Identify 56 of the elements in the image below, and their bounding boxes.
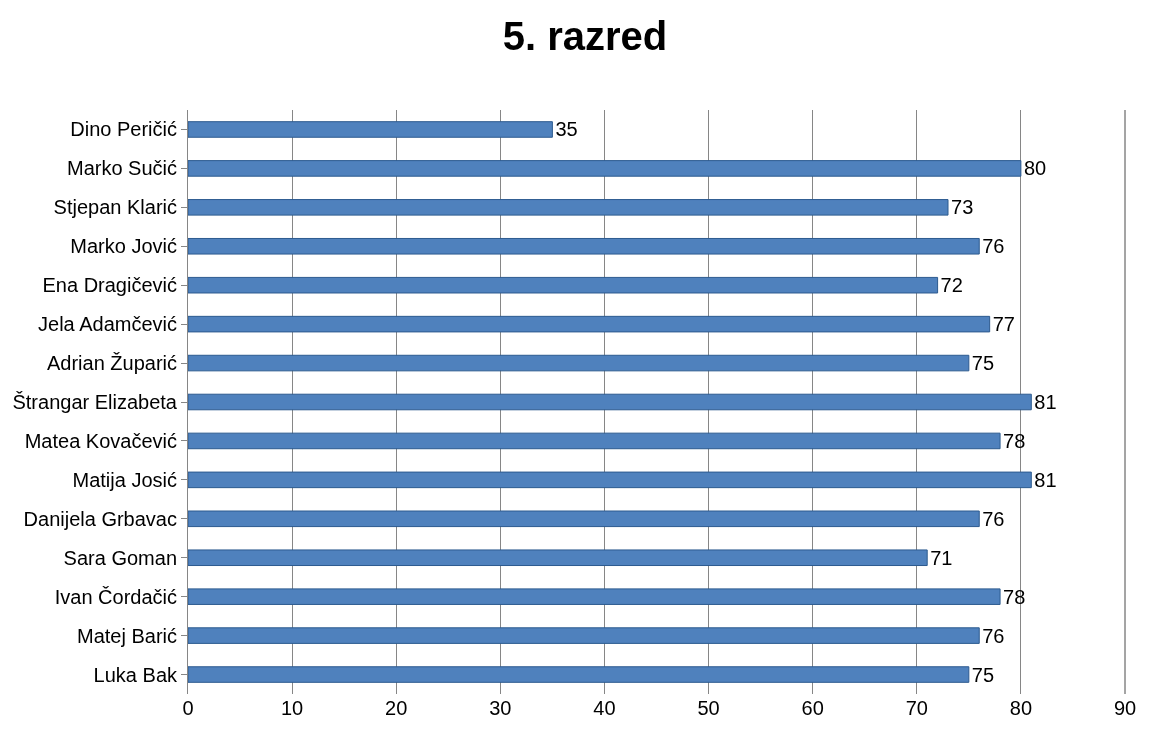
data-label: 76 (982, 624, 1005, 647)
y-tick-label: Adrian Župarić (46, 352, 177, 375)
y-tick-label: Marko Sučić (66, 157, 177, 180)
bar (188, 237, 980, 255)
x-tick-label: 30 (489, 697, 512, 719)
y-tick-label: Ena Dragičević (42, 274, 177, 297)
x-tick-label: 90 (1113, 697, 1137, 719)
y-tick-label: Matea Kovačević (24, 429, 177, 452)
bar (188, 471, 1032, 489)
data-label: 80 (1023, 157, 1047, 180)
bar (188, 160, 1022, 177)
y-tick-label: Danijela Grbavac (23, 507, 177, 530)
y-tick-label: Jela Adamčević (38, 313, 177, 336)
bar (188, 393, 1032, 411)
bar (188, 666, 970, 683)
bar (188, 549, 928, 567)
chart-title: 5. razred (502, 14, 668, 59)
x-tick-label: 20 (385, 697, 408, 719)
x-tick-label: 50 (697, 697, 720, 719)
data-label: 72 (940, 274, 963, 297)
data-label: 75 (971, 663, 995, 686)
x-tick-label: 70 (905, 697, 928, 719)
bar (188, 276, 939, 294)
y-tick-label: Štrangar Elizabeta (12, 391, 178, 413)
y-tick-label: Matija Josić (72, 468, 177, 491)
data-label: 78 (1003, 429, 1026, 452)
bar (188, 199, 949, 216)
bar (188, 121, 553, 138)
data-label: 35 (555, 118, 578, 141)
bar (188, 510, 980, 528)
data-label: 71 (930, 546, 953, 569)
y-tick-label: Matej Barić (76, 624, 177, 647)
bar (188, 315, 991, 333)
data-label: 76 (982, 507, 1005, 530)
bar (188, 354, 970, 372)
bar (188, 627, 980, 644)
data-label: 77 (992, 313, 1015, 336)
y-tick-label: Sara Goman (63, 546, 177, 569)
x-tick-label: 0 (182, 697, 194, 719)
data-label: 76 (982, 235, 1005, 258)
x-tick-label: 10 (280, 697, 304, 719)
bar (188, 588, 1001, 605)
y-tick-label: Stjepan Klarić (53, 196, 177, 219)
y-tick-label: Marko Jović (70, 235, 177, 258)
y-tick-label: Dino Peričić (70, 118, 177, 141)
x-tick-label: 80 (1009, 697, 1033, 719)
x-tick-label: 40 (593, 697, 616, 719)
data-label: 81 (1034, 391, 1057, 413)
bar (188, 432, 1001, 450)
y-tick-label: Ivan Čordačić (54, 585, 177, 608)
y-tick-label: Luka Bak (93, 663, 178, 686)
x-tick-label: 60 (801, 697, 824, 719)
data-label: 78 (1003, 585, 1026, 608)
data-label: 75 (971, 352, 995, 375)
data-label: 81 (1034, 468, 1057, 491)
data-label: 73 (951, 196, 974, 219)
